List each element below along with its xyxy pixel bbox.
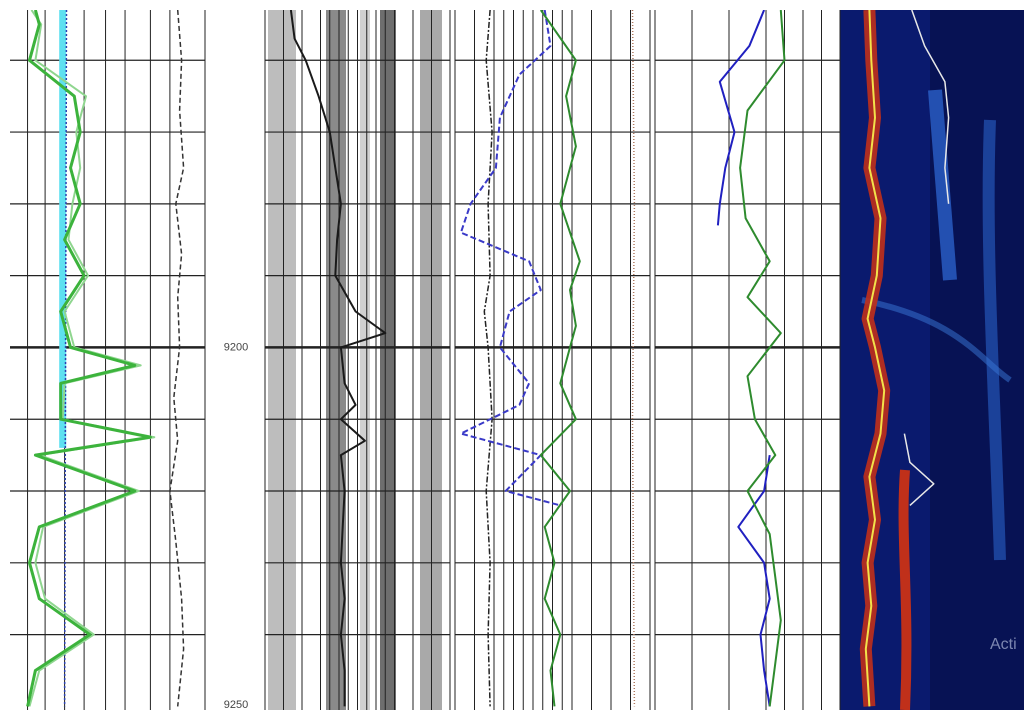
log-curve: [169, 10, 185, 707]
image-streak: [861, 297, 1012, 383]
log-curve: [911, 10, 950, 204]
log-curve: [903, 433, 935, 506]
log-curve: [539, 10, 581, 707]
log-curve: [459, 10, 561, 507]
log-curve: [716, 10, 771, 707]
image-streak: [928, 89, 957, 281]
band: [268, 10, 296, 710]
watermark: Acti: [990, 636, 1017, 653]
curves: [26, 10, 950, 707]
log-curve: [63, 10, 68, 707]
image-streak: [898, 469, 912, 710]
log-curve: [631, 10, 636, 707]
depth-label: 9200: [224, 341, 248, 353]
image-streak: [982, 119, 1006, 561]
band: [326, 10, 346, 710]
log-curve: [864, 10, 886, 707]
track-2-shading: [268, 10, 442, 710]
log-curve: [483, 10, 493, 707]
band: [360, 10, 370, 710]
image-shade: [930, 10, 1024, 710]
depth-label: 9250: [224, 699, 248, 710]
depth-labels: 9200 9250: [224, 341, 248, 710]
log-curve: [26, 10, 152, 707]
log-curve: [739, 10, 786, 707]
log-curve: [289, 10, 387, 707]
log-curve: [28, 10, 156, 707]
band: [380, 10, 396, 710]
